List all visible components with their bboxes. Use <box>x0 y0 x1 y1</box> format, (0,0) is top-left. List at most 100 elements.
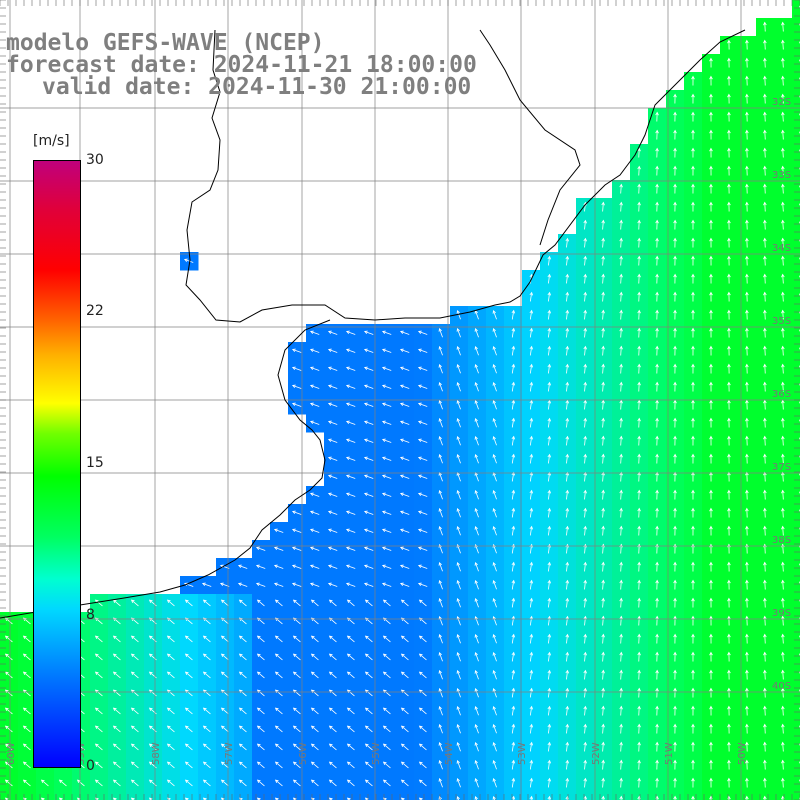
wind-arrowhead <box>745 687 749 692</box>
wind-arrowhead <box>364 743 369 748</box>
wind-arrowhead <box>565 561 570 566</box>
wind-arrowhead <box>727 345 731 350</box>
wind-arrowhead <box>637 327 641 332</box>
wind-arrowhead <box>363 510 368 514</box>
wind-arrowhead <box>619 795 623 800</box>
wind-arrowhead <box>565 237 570 242</box>
wind-arrow <box>185 743 193 751</box>
wind-arrowhead <box>328 671 333 676</box>
wind-arrow <box>257 599 265 607</box>
wind-arrowhead <box>691 201 695 206</box>
wind-arrowhead <box>492 633 496 638</box>
wind-arrow <box>584 454 586 464</box>
wind-arrow <box>566 508 568 518</box>
wind-arrow <box>364 385 374 389</box>
wind-arrowhead <box>619 741 623 746</box>
wind-arrowhead <box>399 402 404 406</box>
wind-arrow <box>782 148 784 158</box>
wind-arrowhead <box>709 453 713 458</box>
wind-arrow <box>256 547 266 551</box>
wind-arrowhead <box>763 795 767 800</box>
wind-speed-cell <box>36 792 55 800</box>
wind-arrowhead <box>364 707 369 712</box>
wind-arrowhead <box>547 291 552 296</box>
wind-arrowhead <box>529 723 534 728</box>
wind-arrowhead <box>529 633 534 638</box>
wind-arrowhead <box>130 671 135 676</box>
wind-arrowhead <box>202 761 207 766</box>
wind-arrow <box>782 706 784 716</box>
wind-arrowhead <box>474 777 478 782</box>
wind-arrow <box>346 403 356 407</box>
wind-speed-cell <box>162 792 181 800</box>
wind-arrowhead <box>456 741 460 746</box>
wind-arrowhead <box>781 741 785 746</box>
wind-arrowhead <box>619 561 623 566</box>
wind-arrowhead <box>547 363 552 368</box>
wind-arrowhead <box>745 129 749 134</box>
wind-arrow <box>400 403 410 407</box>
wind-arrowhead <box>637 381 641 386</box>
wind-arrow <box>620 274 622 284</box>
wind-arrowhead <box>274 761 279 766</box>
wind-arrowhead <box>363 438 368 442</box>
wind-arrowhead <box>727 75 731 80</box>
wind-arrow <box>439 742 443 752</box>
wind-arrowhead <box>727 255 731 260</box>
wind-arrowhead <box>220 653 225 658</box>
wind-arrow <box>257 725 265 733</box>
wind-arrow <box>439 598 443 608</box>
wind-arrow <box>782 796 784 800</box>
wind-arrow <box>457 472 461 482</box>
wind-arrow <box>257 761 265 769</box>
wind-arrowhead <box>417 420 422 424</box>
wind-arrow <box>292 511 302 515</box>
wind-arrowhead <box>601 453 605 458</box>
wind-arrow <box>383 689 391 697</box>
wind-arrow <box>529 616 533 626</box>
wind-arrowhead <box>400 617 405 622</box>
wind-arrowhead <box>310 617 315 622</box>
wind-arrowhead <box>417 348 422 352</box>
wind-arrowhead <box>601 417 605 422</box>
wind-arrowhead <box>691 183 695 188</box>
wind-arrowhead <box>220 599 225 604</box>
wind-arrow <box>764 634 766 644</box>
wind-arrow <box>401 707 409 715</box>
wind-arrowhead <box>655 381 659 386</box>
wind-arrowhead <box>637 201 641 206</box>
wind-arrowhead <box>492 741 496 746</box>
wind-arrow <box>529 472 533 482</box>
wind-arrowhead <box>583 795 587 800</box>
wind-arrowhead <box>619 183 623 188</box>
wind-arrowhead <box>417 546 422 550</box>
wind-arrowhead <box>274 725 279 730</box>
wind-arrow <box>365 707 373 715</box>
wind-arrow <box>346 511 356 515</box>
wind-speed-cell <box>792 648 800 667</box>
wind-speed-cell <box>792 450 800 469</box>
wind-arrow <box>529 436 533 446</box>
wind-arrow <box>419 689 427 697</box>
wind-arrow <box>347 599 355 607</box>
wind-arrowhead <box>745 453 749 458</box>
wind-arrow <box>511 310 515 320</box>
wind-arrowhead <box>709 309 713 314</box>
wind-arrowhead <box>327 384 332 388</box>
wind-arrowhead <box>601 561 605 566</box>
wind-arrow <box>418 565 428 569</box>
wind-arrow <box>167 689 175 697</box>
wind-arrow <box>457 454 461 464</box>
wind-arrow <box>418 583 428 587</box>
wind-arrow <box>548 256 550 266</box>
wind-arrow <box>529 292 533 302</box>
wind-arrowhead <box>511 651 516 656</box>
wind-arrow <box>401 599 409 607</box>
wind-arrow <box>602 562 604 572</box>
wind-arrowhead <box>709 219 713 224</box>
wind-arrowhead <box>727 651 731 656</box>
wind-arrowhead <box>781 633 785 638</box>
wind-arrowhead <box>781 237 785 242</box>
wind-arrowhead <box>345 564 350 568</box>
wind-arrowhead <box>709 669 713 674</box>
